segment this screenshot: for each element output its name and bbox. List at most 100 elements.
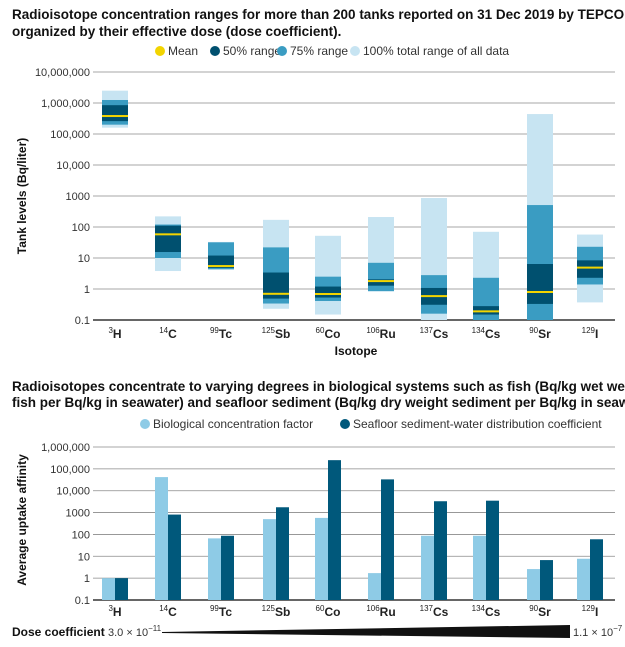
sediment-bar (115, 578, 128, 600)
sediment-bar (381, 479, 394, 600)
chart1-ytick: 10,000,000 (35, 67, 90, 79)
chart2-xtick: 60Co (316, 604, 341, 619)
range-100-bar (315, 235, 341, 315)
isotope-mass: 90 (529, 604, 538, 613)
isotope-element: C (168, 327, 177, 341)
mean-marker (315, 292, 341, 295)
mean-marker (577, 266, 603, 269)
dose-min: 3.0 × 10−11 (108, 624, 162, 639)
sediment-bar (221, 535, 234, 600)
chart1-ytick: 1 (84, 284, 90, 296)
legend-swatch (155, 46, 165, 56)
isotope-element: Sr (538, 327, 551, 341)
mean-marker (527, 291, 553, 294)
bio-bar (527, 569, 540, 600)
isotope-element: Sr (538, 605, 551, 619)
isotope-mass: 106 (366, 326, 380, 335)
chart2-xtick: 134Cs (472, 604, 501, 619)
isotope-element: H (113, 327, 122, 341)
chart2-ytick: 10 (78, 551, 90, 563)
chart1-ytick: 100,000 (50, 129, 90, 141)
isotope-element: Tc (219, 327, 232, 341)
isotope-mass: 60 (316, 326, 325, 335)
range-50-bar (155, 225, 181, 253)
range-50-bar (315, 286, 341, 298)
bio-bar (473, 535, 486, 600)
isotope-element: Cs (485, 327, 501, 341)
chart2-xtick: 106Ru (366, 604, 395, 619)
chart1-ytick: 10,000 (56, 160, 90, 172)
isotope-element: Ru (380, 605, 396, 619)
chart1-title-line2: organized by their effective dose (dose … (12, 24, 341, 39)
sediment-bar (486, 500, 499, 600)
isotope-element: C (168, 605, 177, 619)
chart1-xtick: 137Cs (420, 326, 449, 341)
isotope-element: Sb (275, 327, 290, 341)
range-50-bar (102, 105, 128, 122)
chart1-xtick: 106Ru (366, 326, 395, 341)
bio-bar (315, 517, 328, 600)
bio-bar (368, 573, 381, 600)
isotope-mass: 99 (210, 326, 219, 335)
isotope-mass: 106 (366, 604, 380, 613)
isotope-element: I (595, 327, 598, 341)
legend-swatch (277, 46, 287, 56)
chart2-xtick: 125Sb (262, 604, 291, 619)
isotope-mass: 99 (210, 604, 219, 613)
legend-label: 50% range (223, 44, 281, 58)
chart2-xtick: 99Tc (210, 604, 232, 619)
chart1-xtick: 125Sb (262, 326, 291, 341)
sediment-bar (590, 539, 603, 600)
chart2-xtick: 129I (582, 604, 599, 619)
sediment-bar (434, 501, 447, 600)
isotope-element: H (113, 605, 122, 619)
mean-marker (368, 280, 394, 283)
isotope-mass: 125 (262, 326, 276, 335)
chart2-ylabel: Average uptake affinity (15, 454, 29, 586)
isotope-mass: 134 (472, 604, 486, 613)
legend-label: Mean (168, 44, 198, 58)
bio-bar (102, 578, 115, 600)
chart2-title-line1: Radioisotopes concentrate to varying deg… (12, 379, 625, 394)
mean-marker (102, 115, 128, 118)
bio-bar (577, 558, 590, 600)
legend-label: 75% range (290, 44, 348, 58)
mean-marker (155, 233, 181, 236)
dose-max: 1.1 × 10−7 (573, 624, 623, 639)
legend-label: Biological concentration factor (153, 417, 313, 431)
sediment-bar (168, 514, 181, 600)
chart1-ytick: 1000 (66, 191, 90, 203)
chart2-xtick: 137Cs (420, 604, 449, 619)
chart2-xtick: 90Sr (529, 604, 551, 619)
chart1-xtick: 60Co (316, 326, 341, 341)
isotope-element: Co (324, 327, 340, 341)
chart2-ytick: 0.1 (75, 595, 90, 607)
dose-label: Dose coefficient (12, 625, 105, 639)
chart2-ytick: 1000 (66, 508, 90, 520)
isotope-element: Cs (485, 605, 501, 619)
range-50-bar (527, 264, 553, 304)
isotope-element: Tc (219, 605, 232, 619)
legend-label: Seafloor sediment-water distribution coe… (353, 417, 602, 431)
chart1-xtick: 99Tc (210, 326, 232, 341)
chart1-xtick: 3H (108, 326, 121, 341)
legend-swatch (210, 46, 220, 56)
isotope-element: Cs (433, 327, 449, 341)
isotope-mass: 129 (582, 326, 596, 335)
chart1-title-line1: Radioisotope concentration ranges for mo… (12, 7, 625, 22)
isotope-mass: 14 (159, 604, 168, 613)
bio-bar (208, 538, 221, 600)
isotope-mass: 137 (420, 326, 434, 335)
legend-label: 100% total range of all data (363, 44, 509, 58)
isotope-mass: 3 (108, 604, 113, 613)
isotope-mass: 3 (108, 326, 113, 335)
chart1-xlabel: Isotope (335, 344, 378, 358)
mean-marker (263, 292, 289, 295)
sediment-bar (276, 507, 289, 600)
chart2-xtick: 14C (159, 604, 177, 619)
chart1-xtick: 14C (159, 326, 177, 341)
isotope-mass: 60 (316, 604, 325, 613)
isotope-element: Cs (433, 605, 449, 619)
isotope-element: Co (324, 605, 340, 619)
